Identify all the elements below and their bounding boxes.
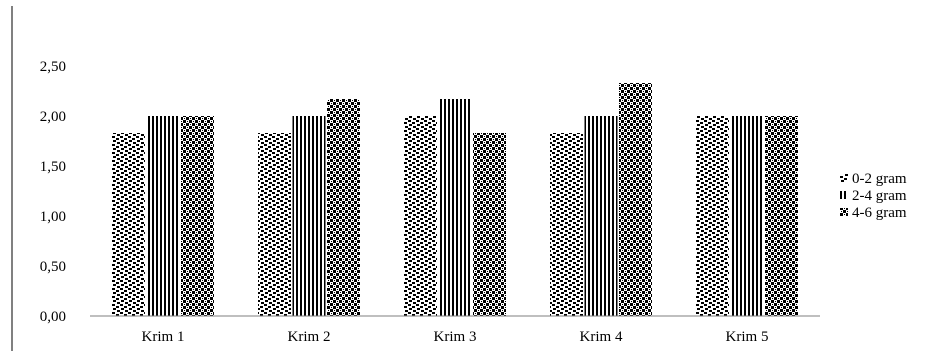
bar-4-6-gram-krim-1 bbox=[181, 116, 214, 316]
bar-0-2-gram-krim-4 bbox=[550, 133, 583, 316]
bar-2-4-gram-krim-5 bbox=[730, 116, 764, 316]
bar-2-4-gram-krim-3 bbox=[438, 99, 472, 316]
legend-label: 0-2 gram bbox=[852, 171, 907, 187]
y-tick-label: 1,50 bbox=[40, 159, 66, 175]
x-tick-label: Krim 3 bbox=[434, 329, 477, 345]
bar-4-6-gram-krim-2 bbox=[327, 99, 360, 316]
bar-2-4-gram-krim-4 bbox=[584, 116, 618, 316]
bar-0-2-gram-krim-5 bbox=[696, 116, 729, 316]
y-tick-label: 1,00 bbox=[40, 209, 66, 225]
legend-label: 2-4 gram bbox=[852, 188, 907, 204]
bar-2-4-gram-krim-2 bbox=[292, 116, 326, 316]
x-tick-label: Krim 5 bbox=[726, 329, 769, 345]
bar-0-2-gram-krim-2 bbox=[258, 133, 291, 316]
legend-swatch bbox=[840, 174, 848, 182]
bar-4-6-gram-krim-5 bbox=[765, 116, 798, 316]
y-tick-label: 2,00 bbox=[40, 109, 66, 125]
y-tick-label: 0,00 bbox=[40, 309, 66, 325]
bar-4-6-gram-krim-4 bbox=[619, 83, 652, 316]
y-axis-ticks: 0,00 0,50 1,00 1,50 2,00 2,50 bbox=[40, 59, 66, 325]
bar-4-6-gram-krim-3 bbox=[473, 133, 506, 316]
bars-group bbox=[112, 83, 798, 316]
x-axis-ticks: Krim 1 Krim 2 Krim 3 Krim 4 Krim 5 bbox=[142, 329, 769, 345]
legend-label: 4-6 gram bbox=[852, 205, 907, 221]
bar-2-4-gram-krim-1 bbox=[146, 116, 180, 316]
legend-swatch bbox=[840, 191, 848, 199]
x-tick-label: Krim 2 bbox=[288, 329, 331, 345]
x-tick-label: Krim 1 bbox=[142, 329, 185, 345]
legend-swatch bbox=[840, 208, 848, 216]
y-tick-label: 0,50 bbox=[40, 259, 66, 275]
bar-0-2-gram-krim-1 bbox=[112, 133, 145, 316]
bar-0-2-gram-krim-3 bbox=[404, 116, 437, 316]
x-tick-label: Krim 4 bbox=[580, 329, 623, 345]
y-tick-label: 2,50 bbox=[40, 59, 66, 75]
